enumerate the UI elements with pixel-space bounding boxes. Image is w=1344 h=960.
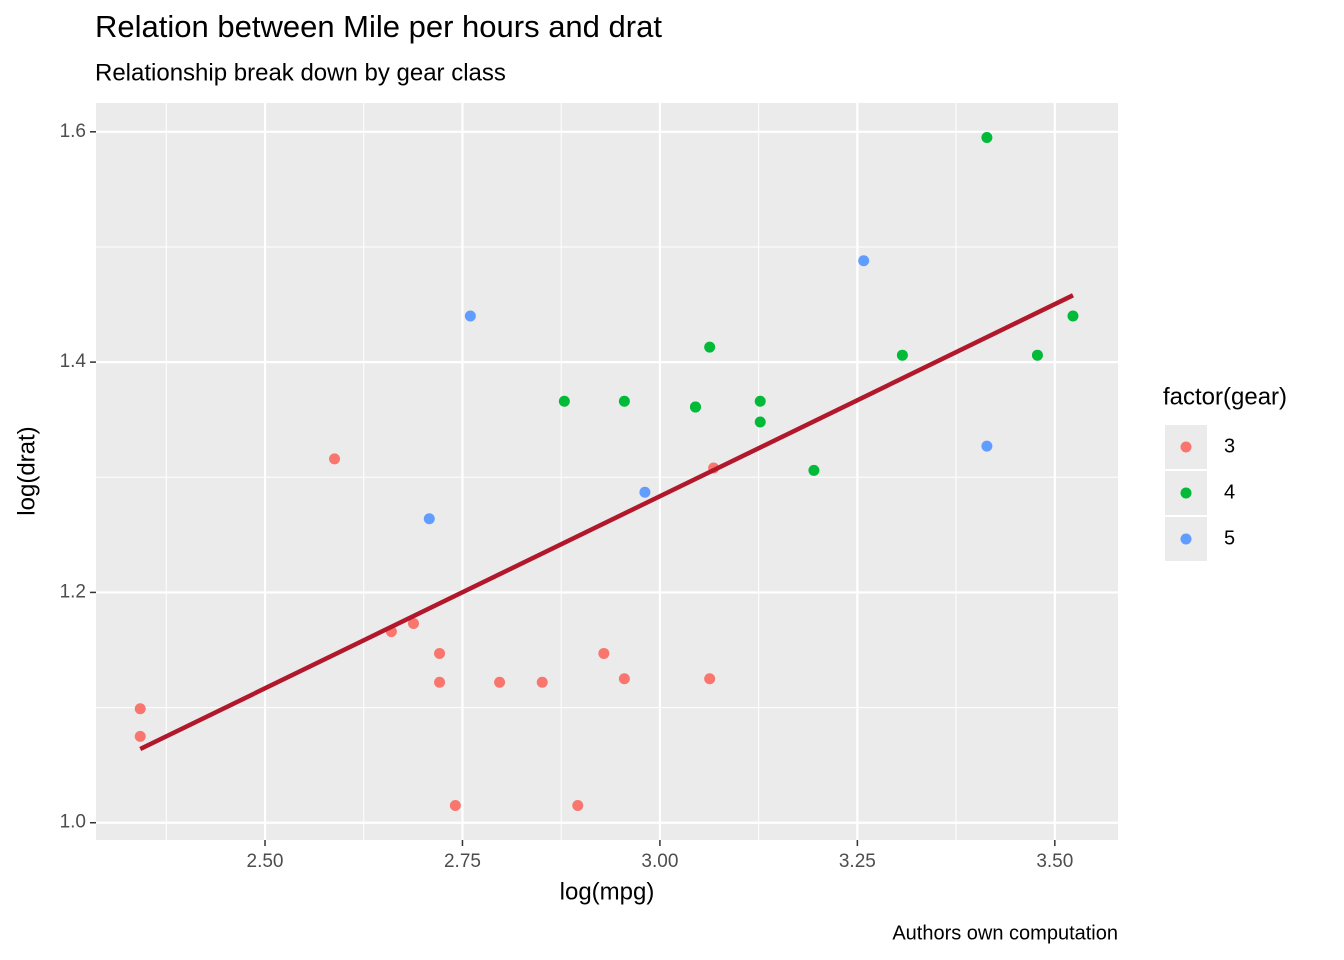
point [536, 676, 548, 688]
point [618, 395, 630, 407]
point [618, 673, 630, 685]
legend-title: factor(gear) [1163, 383, 1287, 410]
caption: Authors own computation [892, 922, 1118, 944]
point [434, 647, 446, 659]
y-axis-title: log(drat) [13, 426, 40, 515]
x-axis-title: log(mpg) [560, 878, 655, 905]
point [598, 647, 610, 659]
legend-marker [1180, 441, 1192, 453]
point [329, 453, 341, 465]
legend-label: 4 [1224, 481, 1235, 503]
point [423, 513, 435, 525]
legend-label: 3 [1224, 435, 1235, 457]
y-tick-label: 1.4 [60, 351, 87, 372]
y-tick-label: 1.2 [60, 581, 86, 602]
point [449, 799, 461, 811]
point [572, 799, 584, 811]
y-tick-label: 1.6 [60, 121, 86, 142]
chart-title: Relation between Mile per hours and drat [95, 9, 662, 44]
legend-marker [1180, 533, 1192, 545]
x-tick-label: 2.75 [444, 851, 481, 872]
point [1067, 310, 1079, 322]
legend-marker [1180, 487, 1192, 499]
x-tick-label: 2.50 [247, 851, 284, 872]
point [464, 310, 476, 322]
point [558, 395, 570, 407]
y-tick-label: 1.0 [60, 812, 86, 833]
chart-subtitle: Relationship break down by gear class [95, 59, 506, 86]
point [704, 341, 716, 353]
point [858, 255, 870, 267]
point [754, 416, 766, 428]
point [704, 673, 716, 685]
x-tick-label: 3.25 [839, 851, 876, 872]
point [134, 703, 146, 715]
point [754, 395, 766, 407]
legend-label: 5 [1224, 527, 1235, 549]
x-tick-label: 3.00 [641, 851, 678, 872]
point [407, 618, 419, 630]
point [494, 676, 506, 688]
point [896, 349, 908, 361]
point [639, 486, 651, 498]
point [1031, 349, 1043, 361]
fit-line [139, 293, 1074, 752]
point [981, 132, 993, 144]
point [981, 440, 993, 452]
point [808, 464, 820, 476]
point [434, 676, 446, 688]
point [689, 401, 701, 413]
point [134, 730, 146, 742]
panel [96, 103, 1118, 840]
x-tick-label: 3.50 [1036, 851, 1073, 872]
